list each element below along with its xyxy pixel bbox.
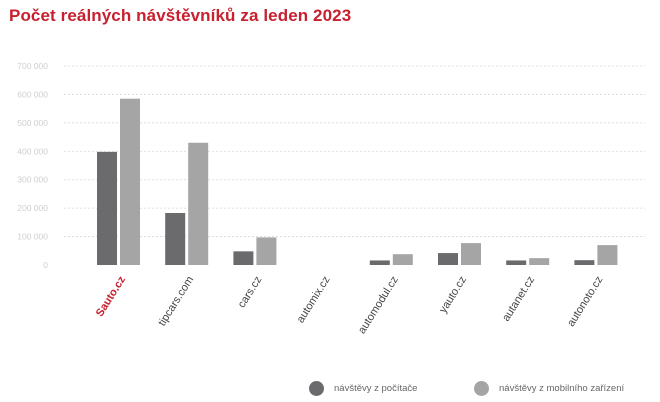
x-tick-label: Sauto.cz [94, 274, 128, 319]
chart-title: Počet reálných návštěvníků za leden 2023 [9, 6, 352, 25]
bar-desktop [233, 251, 254, 265]
bar-mobile [188, 142, 209, 265]
bar-mobile [392, 254, 413, 265]
legend-item-desktop: návštěvy z počítače [309, 380, 417, 396]
x-axis-tick-labels: Sauto.cz tipcars.com cars.cz automix.cz auto… [94, 274, 606, 336]
bar-desktop [165, 212, 186, 265]
bars [97, 98, 618, 265]
bar-mobile [529, 258, 550, 265]
grid-lines [64, 65, 645, 237]
y-axis-tick-labels: 0 100 000 200 000 300 000 400 000 500 000 600 … [17, 61, 48, 270]
legend-item-mobile: návštěvy z mobilního zařízení [474, 380, 624, 396]
x-tick-label: autonoto.cz [565, 274, 605, 329]
y-tick-label: 100 000 [17, 232, 48, 242]
bar-mobile [120, 98, 140, 265]
bar-mobile [597, 245, 618, 265]
legend-swatch-desktop [309, 380, 324, 396]
y-tick-label: 500 000 [17, 118, 48, 128]
y-tick-label: 300 000 [17, 175, 48, 185]
bar-desktop [438, 253, 458, 265]
bar-desktop [574, 260, 595, 265]
bar-desktop [97, 151, 117, 265]
y-tick-label: 400 000 [17, 146, 48, 156]
bar-mobile [461, 243, 481, 265]
x-tick-label: automodul.cz [356, 274, 401, 336]
bar-desktop [369, 260, 390, 265]
x-tick-label: yauto.cz [437, 274, 469, 315]
x-tick-label: tipcars.com [156, 274, 196, 328]
y-tick-label: 700 000 [17, 61, 48, 71]
x-tick-label: autanet.cz [500, 274, 537, 323]
bar-mobile [256, 237, 277, 265]
y-tick-label: 200 000 [17, 203, 48, 213]
x-tick-label: cars.cz [236, 274, 265, 310]
y-tick-label: 0 [43, 260, 48, 270]
y-tick-label: 600 000 [17, 89, 48, 99]
legend-label-desktop: návštěvy z počítače [334, 382, 418, 394]
x-tick-label: automix.cz [295, 274, 333, 325]
bar-desktop [506, 260, 527, 265]
legend-swatch-mobile [474, 380, 489, 396]
legend-label-mobile: návštěvy z mobilního zařízení [499, 382, 625, 394]
